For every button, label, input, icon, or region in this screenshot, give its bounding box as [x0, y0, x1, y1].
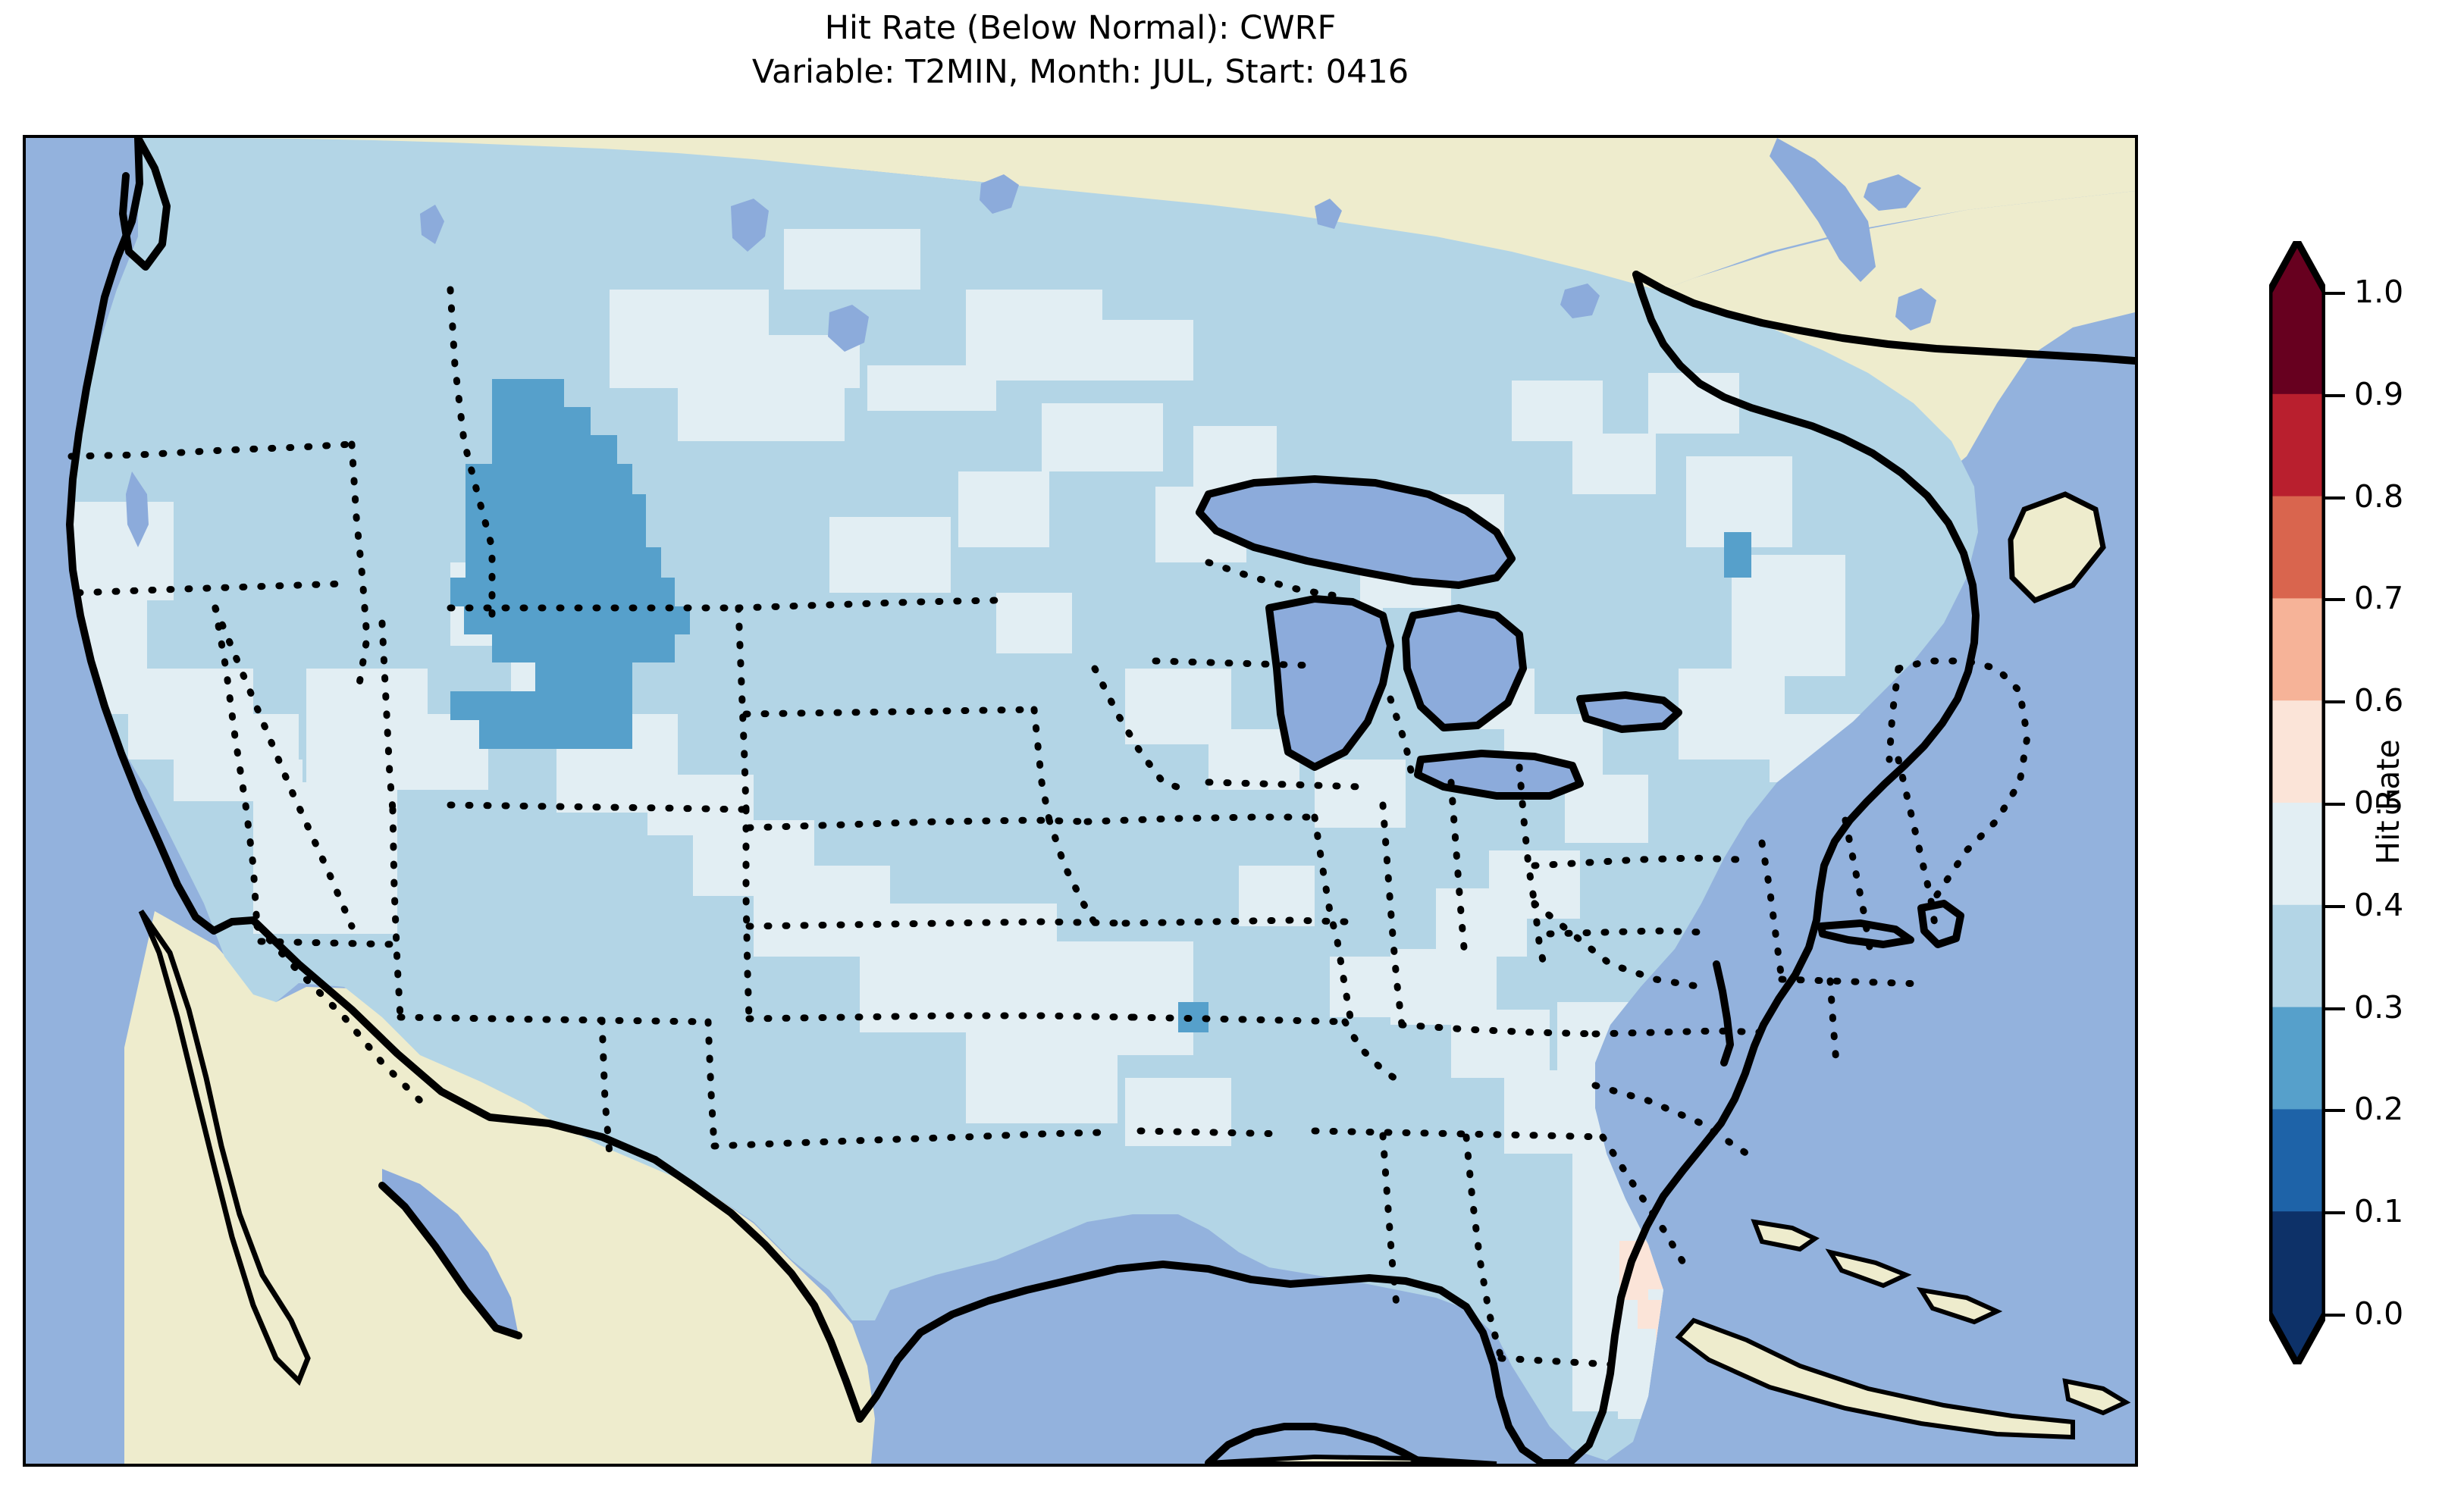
canada-landmass — [102, 138, 2135, 301]
lake-erie — [1418, 753, 1580, 796]
colorbar-band — [2269, 803, 2325, 906]
map-canvas — [26, 138, 2135, 1464]
colorbar-tick-label: 0.2 — [2354, 1091, 2404, 1128]
colorbar-tick — [2325, 1211, 2345, 1215]
colorbar-tick-label: 0.4 — [2354, 886, 2404, 923]
st-lawrence-river — [1770, 138, 1876, 282]
colorbar-tick-label: 0.7 — [2354, 580, 2404, 617]
mexico-landmass — [124, 911, 875, 1464]
colorbar-tick — [2325, 1007, 2345, 1010]
colorbar-band — [2269, 904, 2325, 1008]
colorbar-extend-min — [2269, 1314, 2325, 1364]
colorbar-tick-label: 0.1 — [2354, 1193, 2404, 1230]
colorbar-extend-max — [2269, 241, 2325, 292]
colorbar-band — [2269, 598, 2325, 701]
canada-lake-f — [1560, 283, 1600, 318]
nova-scotia — [2008, 491, 2106, 604]
canada-lake-d — [420, 205, 444, 244]
canada-lake-a — [980, 174, 1019, 214]
lake-michigan — [1269, 599, 1390, 767]
colorbar-tick — [2325, 496, 2345, 500]
map-svg — [26, 138, 2135, 1464]
colorbar-tick — [2325, 598, 2345, 602]
colorbar-tick-label: 0.0 — [2354, 1295, 2404, 1332]
canada-lake-e — [1315, 199, 1342, 229]
colorbar-tick-label: 0.5 — [2354, 785, 2404, 821]
title-line-1: Hit Rate (Below Normal): CWRF — [824, 9, 1337, 47]
coastlines — [66, 138, 2135, 1464]
canada-lake-c — [1864, 174, 1921, 211]
title-line-2: Variable: T2MIN, Month: JUL, Start: 0416 — [751, 53, 1409, 91]
colorbar-tick — [2325, 803, 2345, 806]
great-salt-lake — [126, 471, 149, 547]
colorbar-tick — [2325, 292, 2345, 295]
caribbean-islands — [1206, 1219, 2131, 1464]
colorbar-band — [2269, 496, 2325, 599]
colorbar-axis-label: Hit Rate — [2370, 739, 2406, 865]
colorbar-tick — [2325, 393, 2345, 397]
colorbar-band — [2269, 700, 2325, 803]
lake-winnipeg — [731, 199, 769, 252]
colorbar-tick-marks: 1.0 0.9 0.8 0.7 0.6 0.5 0.4 0.3 0.2 0.1 0.0 — [2325, 241, 2462, 1364]
lake-of-the-woods — [828, 305, 869, 352]
colorbar-band — [2269, 393, 2325, 497]
great-lakes — [126, 138, 1936, 1336]
baja-peninsula — [138, 910, 311, 1386]
lake-huron — [1406, 608, 1523, 728]
state-boundaries — [67, 286, 2031, 1368]
colorbar-band — [2269, 292, 2325, 395]
colorbar-tick-label: 0.6 — [2354, 682, 2404, 719]
canada-lake-b — [1895, 288, 1936, 330]
colorbar-tick-label: 0.8 — [2354, 478, 2404, 515]
map-axes — [23, 135, 2138, 1467]
colorbar-band — [2269, 1211, 2325, 1314]
colorbar-band — [2269, 1007, 2325, 1110]
lake-superior — [1199, 479, 1512, 585]
foreign-landmasses — [102, 138, 2135, 1464]
colorbar-tick-label: 0.9 — [2354, 375, 2404, 412]
gulf-of-california — [382, 1169, 519, 1336]
colorbar-tick — [2325, 1109, 2345, 1113]
colorbar-gradient — [2265, 233, 2329, 1372]
figure-title: Hit Rate (Below Normal): CWRF Variable: … — [0, 6, 2161, 94]
colorbar-tick-label: 0.3 — [2354, 988, 2404, 1026]
colorbar-tick — [2325, 1314, 2345, 1317]
colorbar: 1.0 0.9 0.8 0.7 0.6 0.5 0.4 0.3 0.2 0.1 0.0 — [2265, 233, 2464, 1372]
colorbar-band — [2269, 1109, 2325, 1212]
colorbar-tick — [2325, 700, 2345, 704]
colorbar-tick-label: 1.0 — [2354, 274, 2404, 310]
colorbar-tick — [2325, 904, 2345, 908]
canada-east-landmass — [1633, 191, 2135, 517]
